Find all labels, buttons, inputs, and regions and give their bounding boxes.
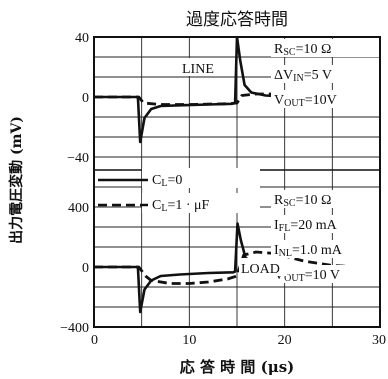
condition-bg	[271, 39, 379, 57]
panel-condition: VOUT=10V	[274, 93, 337, 109]
x-tick-label: 0	[91, 333, 98, 348]
legend-label-solid: CL=0	[152, 173, 182, 189]
condition-bg	[271, 215, 379, 233]
y-tick-label: 0	[82, 261, 89, 276]
panel-condition: IFL=20 mA	[274, 218, 338, 234]
annotations: RSC=10 Ω ΔVIN=5 V VOUT=10V RSC=10 Ω IFL=20 m…	[180, 39, 379, 284]
x-axis-label: 応 答 時 間 (μs)	[180, 358, 295, 376]
panel-label-bg	[239, 258, 287, 276]
panel-condition: INL=1.0 mA	[274, 243, 343, 259]
x-tick-label: 30	[372, 333, 386, 348]
y-tick-label: −400	[60, 321, 89, 336]
condition-bg	[271, 265, 379, 283]
panel-condition: RSC=10 Ω	[274, 193, 331, 209]
x-tick-label: 10	[182, 333, 196, 348]
panel-label-bg	[180, 58, 228, 76]
series-load-dashed	[94, 250, 380, 285]
chart-title: 過度応答時間	[186, 10, 288, 30]
legend: CL=0 CL=1 · μF	[98, 168, 260, 214]
legend-bg	[142, 168, 260, 188]
condition-bg	[271, 90, 379, 108]
legend-label-dashed: CL=1 · μF	[152, 198, 210, 214]
x-tick-label: 20	[278, 333, 292, 348]
y-tick-label: 0	[82, 91, 89, 106]
legend-bg	[142, 193, 260, 213]
panel-condition: ΔVIN=5 V	[274, 68, 332, 84]
condition-bg	[271, 65, 379, 83]
panel-condition: RSC=10 Ω	[274, 42, 331, 58]
y-tick-label: 400	[68, 201, 89, 216]
y-tick-label: −40	[67, 151, 89, 166]
series-line-dashed	[94, 92, 380, 106]
panel-label-load: LOAD	[241, 262, 280, 277]
y-axis-label: 出力電圧変動 (mV)	[8, 116, 25, 244]
plot-frame	[93, 36, 381, 328]
panel-label-line: LINE	[182, 62, 214, 77]
y-tick-label: 40	[75, 31, 89, 46]
condition-bg	[271, 240, 379, 258]
condition-bg	[271, 190, 379, 208]
